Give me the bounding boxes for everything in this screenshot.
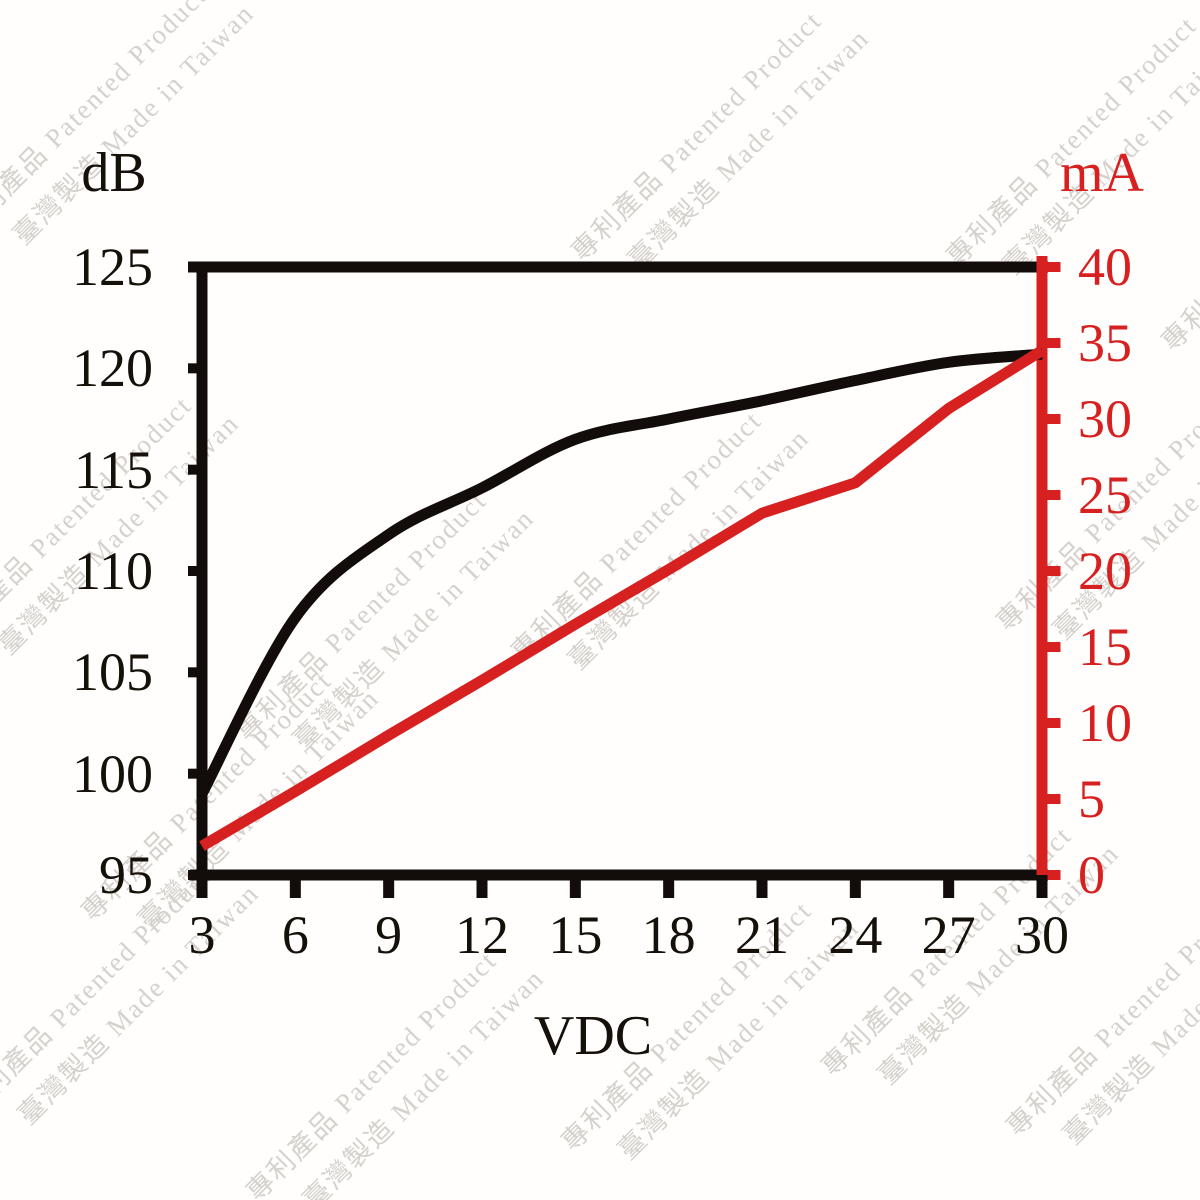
x-axis-tick bbox=[196, 875, 208, 898]
x-axis-tick bbox=[1036, 875, 1048, 898]
left-axis-tick-label: 115 bbox=[74, 439, 153, 500]
right-axis-line bbox=[1036, 256, 1048, 881]
left-axis-tick bbox=[188, 363, 202, 374]
x-axis-tick-label: 6 bbox=[281, 905, 309, 965]
right-axis-tick bbox=[1047, 718, 1061, 728]
bottom-axis-line bbox=[190, 869, 1048, 881]
left-axis-title: dB bbox=[81, 142, 147, 204]
left-axis-tick-label: 110 bbox=[74, 541, 153, 601]
right-axis-title: mA bbox=[1060, 142, 1144, 204]
right-axis-tick-label: 30 bbox=[1078, 389, 1132, 449]
right-axis-tick bbox=[1047, 414, 1061, 424]
right-axis-tick bbox=[1047, 794, 1061, 804]
right-axis-tick-label: 15 bbox=[1078, 617, 1132, 677]
left-axis-tick-label: 100 bbox=[72, 743, 153, 804]
left-axis-tick bbox=[188, 566, 202, 576]
x-axis-tick-label: 18 bbox=[641, 905, 696, 965]
current-curve bbox=[199, 345, 1045, 851]
x-axis-tick-label: 9 bbox=[375, 905, 403, 965]
x-axis-title: VDC bbox=[533, 1005, 653, 1067]
left-axis-tick bbox=[188, 262, 202, 272]
x-axis-tick-label: 15 bbox=[548, 905, 603, 965]
left-axis-tick bbox=[188, 464, 202, 475]
top-axis-line bbox=[188, 261, 1048, 273]
right-axis-tick-label: 25 bbox=[1078, 465, 1132, 525]
x-axis-tick-label: 12 bbox=[455, 905, 509, 965]
left-axis-tick bbox=[188, 870, 202, 880]
right-axis-tick-label: 20 bbox=[1078, 541, 1132, 601]
right-axis-tick-label: 0 bbox=[1078, 845, 1105, 905]
x-axis-tick bbox=[383, 875, 395, 898]
left-axis-tick-label: 105 bbox=[72, 642, 153, 703]
spl-curve bbox=[197, 348, 1043, 797]
right-axis-tick bbox=[1047, 338, 1061, 348]
x-axis-tick bbox=[663, 875, 675, 898]
x-axis-tick-label: 30 bbox=[1015, 905, 1069, 965]
right-axis-tick bbox=[1047, 642, 1061, 652]
x-axis-tick bbox=[756, 875, 768, 898]
x-axis-tick bbox=[476, 875, 488, 898]
x-axis-tick bbox=[849, 875, 861, 898]
x-axis-tick-label: 27 bbox=[921, 905, 976, 965]
left-axis-tick-label: 125 bbox=[72, 237, 153, 297]
right-axis-tick bbox=[1047, 870, 1061, 880]
right-axis-tick bbox=[1047, 262, 1061, 272]
x-axis-tick-label: 3 bbox=[188, 905, 216, 965]
x-axis-tick bbox=[569, 875, 581, 898]
left-axis-tick-label: 95 bbox=[99, 845, 153, 905]
x-axis-tick bbox=[943, 875, 955, 898]
right-axis-tick-label: 5 bbox=[1078, 769, 1105, 829]
x-axis-tick-label: 21 bbox=[735, 905, 789, 965]
x-axis-tick-label: 24 bbox=[828, 905, 883, 965]
x-axis-tick bbox=[289, 875, 301, 898]
right-axis-tick bbox=[1047, 566, 1061, 576]
right-axis-tick-label: 10 bbox=[1078, 693, 1132, 753]
left-axis-tick-label: 120 bbox=[72, 338, 153, 399]
right-axis-tick bbox=[1047, 490, 1061, 500]
right-axis-tick-label: 40 bbox=[1078, 237, 1132, 297]
right-axis-tick-label: 35 bbox=[1078, 313, 1132, 373]
left-axis-tick bbox=[188, 667, 202, 678]
left-axis-tick bbox=[188, 768, 202, 779]
